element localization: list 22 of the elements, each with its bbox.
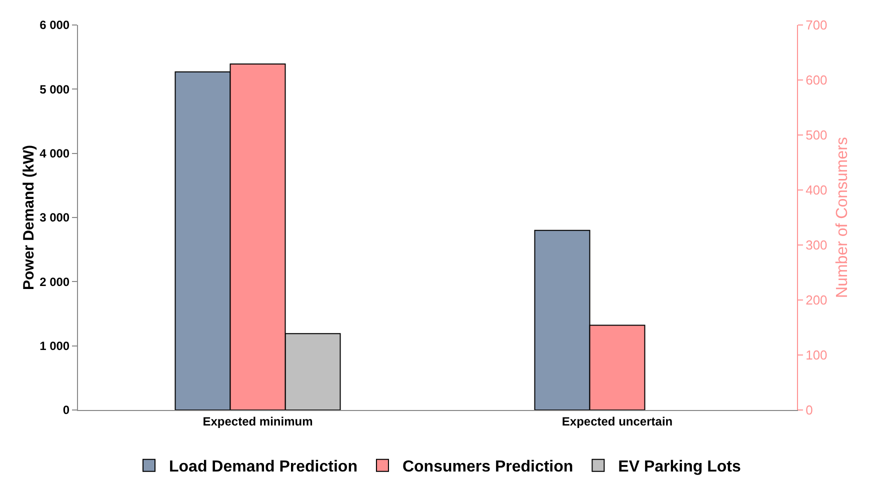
y2-tick-label: 300	[806, 238, 828, 253]
y-tick-label: 1 000	[40, 339, 70, 354]
y2-tick-label: 400	[806, 182, 828, 198]
y2-tick-label: 200	[806, 292, 828, 308]
legend-label: EV Parking Lots	[618, 458, 741, 476]
x-tick-label: Expected minimum	[202, 414, 313, 428]
y2-tick-label: 700	[806, 18, 828, 33]
y2-tick-label: 600	[806, 72, 828, 88]
y2-tick-label: 0	[806, 402, 813, 418]
y2-tick-label: 500	[806, 128, 828, 143]
y-tick-label: 4 000	[40, 146, 70, 161]
y-tick-label: 0	[62, 403, 70, 418]
legend-label: Consumers Prediction	[402, 458, 574, 476]
y-tick-label: 5 000	[40, 82, 70, 96]
y-tick-label: 3 000	[40, 210, 70, 225]
legend-label: Load Demand Prediction	[169, 458, 358, 476]
y2-axis-title: Number of Consumers	[834, 137, 851, 298]
y-tick-label: 2 000	[40, 274, 70, 289]
x-tick-label: Expected uncertain	[562, 414, 673, 428]
y-axis-title: Power Demand (kW)	[20, 144, 38, 290]
y2-tick-label: 100	[806, 348, 828, 363]
y-tick-label: 6 000	[40, 18, 70, 32]
